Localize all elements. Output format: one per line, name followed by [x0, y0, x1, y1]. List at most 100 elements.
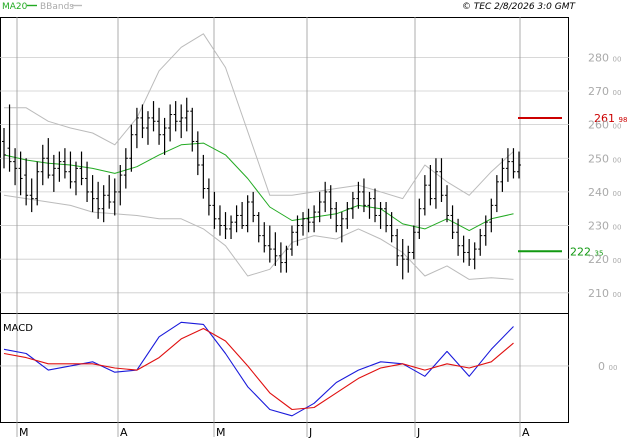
ohlc-bar — [101, 185, 106, 223]
ohlc-bar — [68, 151, 73, 189]
ohlc-bar — [422, 175, 427, 216]
ohlc-bar — [339, 212, 344, 243]
macd-lines — [3, 321, 514, 417]
ohlc-bar — [500, 158, 505, 192]
ohlc-bar — [350, 191, 355, 219]
month-axis-label: M — [19, 426, 29, 439]
month-axis-label: A — [120, 426, 128, 439]
ohlc-bar — [29, 178, 34, 213]
ohlc-bar — [190, 107, 195, 152]
ohlc-bar — [245, 195, 250, 233]
ohlc-bar — [62, 148, 67, 179]
macd-panel-title: MACD — [3, 323, 33, 334]
ohlc-bar — [278, 242, 283, 273]
ohlc-bar — [517, 151, 521, 179]
price-axis-tick-label: 230 00 — [588, 220, 621, 233]
ohlc-bar — [123, 148, 128, 189]
ohlc-bar — [301, 212, 306, 236]
price-bars — [2, 97, 521, 280]
ohlc-bar — [24, 158, 29, 206]
ma20-legend-label: MA20 — [2, 2, 28, 12]
ohlc-bar — [168, 104, 173, 142]
ohlc-bar — [173, 101, 178, 132]
price-axis-tick-label: 260 00 — [588, 119, 621, 132]
ohlc-bar — [378, 202, 383, 229]
resistance-level-label: 261 98 — [594, 112, 627, 125]
ohlc-bar — [289, 225, 294, 256]
ohlc-bar — [184, 97, 189, 132]
ohlc-bar — [179, 104, 184, 139]
ohlc-bar — [85, 161, 90, 202]
ohlc-bar — [96, 181, 101, 219]
ohlc-bar — [134, 107, 139, 149]
ohlc-bar — [356, 181, 361, 209]
ohlc-bar — [223, 212, 228, 239]
month-axis-label: J — [308, 426, 312, 439]
ohlc-bar — [373, 188, 378, 223]
ohlc-bar — [456, 218, 461, 256]
support-level-label: 222 35 — [570, 245, 603, 258]
ohlc-bar — [478, 228, 483, 256]
ohlc-bar — [201, 154, 206, 199]
price-axis-tick-label: 240 00 — [588, 186, 621, 199]
ohlc-bar — [79, 151, 84, 186]
ohlc-bar — [328, 185, 333, 219]
plot-frame — [0, 17, 569, 423]
ohlc-bar — [7, 104, 12, 172]
month-axis-label: J — [416, 426, 420, 439]
ohlc-bar — [367, 191, 372, 219]
ohlc-bar — [206, 178, 211, 216]
ohlc-bar — [251, 191, 256, 223]
ohlc-bar — [489, 198, 494, 233]
ohlc-bar — [417, 198, 422, 239]
ohlc-bar — [217, 205, 222, 236]
ohlc-bar — [345, 202, 350, 229]
bollinger-bands — [3, 33, 514, 280]
ohlc-bar — [400, 239, 405, 280]
macd-axis-tick-label: 0 00 — [598, 360, 617, 373]
ohlc-bar — [195, 131, 200, 176]
chart-timestamp: © TEC 2/8/2026 3:0 GMT — [462, 2, 577, 12]
ohlc-bar — [256, 212, 261, 243]
ohlc-bar — [428, 165, 433, 206]
ohlc-bar — [46, 138, 51, 179]
ohlc-bar — [384, 202, 389, 233]
ohlc-bar — [483, 215, 488, 246]
price-axis-tick-label: 270 00 — [588, 85, 621, 98]
ohlc-bar — [140, 104, 145, 139]
ma20-line — [3, 142, 514, 232]
ohlc-bar — [306, 208, 311, 233]
ohlc-bar — [317, 191, 322, 223]
signal-series-line — [3, 327, 514, 411]
month-axis-label: A — [522, 426, 530, 439]
price-axis-tick-label: 210 00 — [588, 287, 621, 300]
ohlc-bar — [450, 205, 455, 239]
ohlc-bar — [361, 178, 366, 213]
month-grid — [16, 17, 521, 437]
bbands-legend-label: BBands — [40, 2, 74, 12]
ohlc-bar — [157, 107, 162, 145]
ohlc-bar — [107, 175, 112, 209]
ohlc-bar — [234, 205, 239, 233]
ohlc-bar — [151, 101, 156, 132]
ohlc-bar — [511, 148, 516, 179]
ohlc-bar — [229, 215, 234, 239]
ohlc-bar — [494, 175, 499, 213]
ohlc-bar — [395, 228, 400, 266]
price-axis-tick-label: 250 00 — [588, 152, 621, 165]
ohlc-bar — [445, 185, 450, 223]
ohlc-bar — [284, 245, 289, 273]
ohlc-bar — [162, 117, 167, 155]
ohlc-bar — [40, 144, 45, 186]
price-levels: 261 98 222 35 — [518, 112, 627, 258]
price-axis-tick-label: 220 00 — [588, 253, 621, 266]
ohlc-bar — [461, 235, 466, 263]
ohlc-bar — [240, 202, 245, 229]
ohlc-bar — [73, 161, 78, 196]
ohlc-bar — [267, 225, 272, 263]
ohlc-bar — [472, 242, 477, 270]
ohlc-bar — [439, 158, 444, 202]
